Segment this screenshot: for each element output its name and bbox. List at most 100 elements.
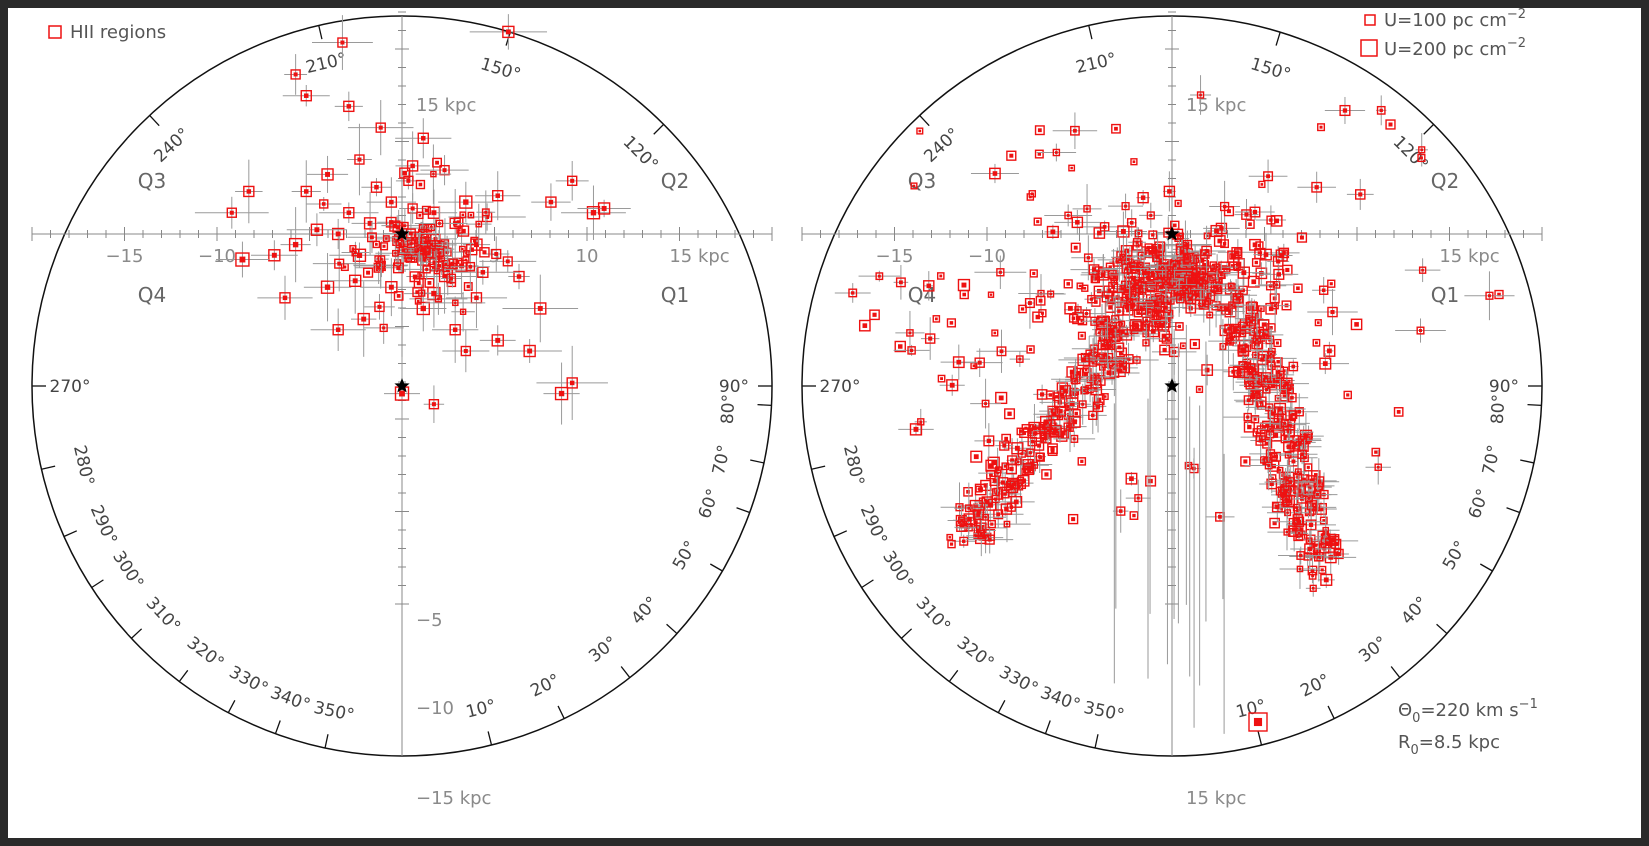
x-tick-label: 15 kpc: [669, 246, 729, 267]
hii-region-point: [1350, 318, 1363, 331]
hii-region-point: [1109, 321, 1121, 333]
hii-region-point: [1284, 509, 1292, 517]
hii-region-point: [1293, 283, 1303, 294]
hii-region-point: [1297, 449, 1307, 460]
x-tick-label: 10: [576, 246, 599, 267]
hii-region-point: [1045, 390, 1055, 400]
hii-region-point: [1063, 279, 1073, 289]
longitude-tick: [750, 459, 765, 464]
panel-left: [31, 11, 773, 757]
hii-region-point: [404, 254, 413, 262]
hii-region-point: [1101, 393, 1109, 401]
hii-region-point: [1006, 150, 1017, 161]
hii-region-point: [848, 288, 858, 298]
hii-region-point: [1494, 289, 1504, 300]
hii-region-point: [1049, 424, 1062, 438]
hii-region-point: [422, 265, 431, 274]
hii-region-point: [1129, 319, 1142, 332]
hii-region-point: [374, 301, 385, 313]
hii-region-point: [895, 277, 906, 288]
hii-region-point: [566, 377, 578, 389]
hii-region-point: [1276, 370, 1285, 380]
hii-region-point: [1262, 438, 1273, 449]
hii-region-point: [974, 357, 985, 368]
longitude-tick: [833, 530, 848, 538]
hii-region-point: [421, 205, 431, 215]
hii-region-point: [1116, 506, 1126, 516]
hii-region-point: [1270, 215, 1283, 227]
hii-region-point: [1260, 248, 1272, 261]
hii-region-point: [428, 399, 440, 410]
hii-region-point: [1232, 366, 1246, 379]
hii-region-point: [434, 261, 444, 271]
hii-region-point: [1011, 442, 1024, 455]
hii-region-point: [1017, 474, 1030, 487]
hii-region-point: [991, 494, 1000, 504]
hii-region-point: [466, 243, 478, 256]
quadrant-Q3: Q3: [138, 169, 166, 193]
hii-region-point: [987, 456, 1000, 469]
longitude-label: 80°: [1488, 394, 1510, 425]
hii-region-point: [1108, 281, 1119, 292]
hii-region-point: [1119, 362, 1131, 374]
hii-region-point: [894, 340, 906, 353]
hii-region-point: [1243, 395, 1254, 406]
hii-region-point: [952, 356, 965, 369]
hii-region-point: [1229, 253, 1236, 260]
hii-region-point: [1103, 352, 1114, 363]
hii-region-point: [300, 90, 312, 102]
hii-region-point: [343, 207, 355, 219]
hii-region-point: [1148, 230, 1158, 240]
hii-region-point: [438, 270, 451, 283]
longitude-tick: [1088, 25, 1093, 40]
hii-region-point: [1267, 350, 1275, 358]
quadrant-Q1: Q1: [1431, 283, 1459, 307]
hii-region-point: [1197, 273, 1209, 285]
hii-region-point: [1376, 105, 1386, 115]
longitude-tick: [1506, 507, 1520, 514]
hii-region-point: [1142, 339, 1150, 347]
hii-region-point: [586, 206, 601, 220]
hii-region-point: [1320, 573, 1333, 586]
hii-region-point: [1082, 309, 1091, 318]
hii-region-point: [502, 256, 513, 267]
hii-region-point: [1070, 125, 1080, 136]
hii-region-point: [1354, 189, 1366, 200]
hii-region-point: [910, 182, 918, 190]
hii-region-point: [401, 221, 409, 230]
hii-region-point: [1035, 452, 1045, 462]
hii-region-point: [1090, 275, 1099, 284]
hii-region-point: [243, 185, 255, 198]
hii-region-point: [1213, 235, 1226, 247]
hii-region-point: [1206, 311, 1214, 319]
hii-region-point: [1328, 534, 1340, 545]
hii-region-point: [1001, 433, 1012, 444]
hii-region-point: [1182, 284, 1192, 294]
hii-region-point: [1033, 217, 1042, 226]
hii-region-point: [1245, 380, 1255, 390]
hii-region-point: [319, 199, 329, 209]
hii-region-point: [465, 261, 476, 272]
hii-region-point: [1227, 282, 1235, 290]
longitude-tick: [1527, 403, 1542, 407]
hii-region-point: [1047, 445, 1058, 457]
hii-region-point: [382, 235, 390, 243]
hii-region-point: [460, 345, 472, 357]
hii-region-point: [456, 227, 463, 234]
hii-region-point: [1161, 276, 1171, 286]
hii-region-point: [996, 268, 1005, 277]
hii-region-point: [1121, 202, 1130, 211]
x-tick-label: −15: [876, 246, 914, 267]
hii-region-point: [1059, 385, 1072, 397]
hii-region-point: [1188, 272, 1197, 281]
hii-region-point: [491, 248, 502, 260]
longitude-tick: [149, 114, 160, 127]
hii-region-point: [946, 379, 959, 392]
y-tick-label: 15 kpc: [1186, 788, 1246, 809]
hii-region-point: [1311, 470, 1321, 480]
longitude-tick: [736, 507, 750, 514]
hii-region-point: [970, 450, 983, 463]
hii-region-point: [964, 504, 973, 513]
